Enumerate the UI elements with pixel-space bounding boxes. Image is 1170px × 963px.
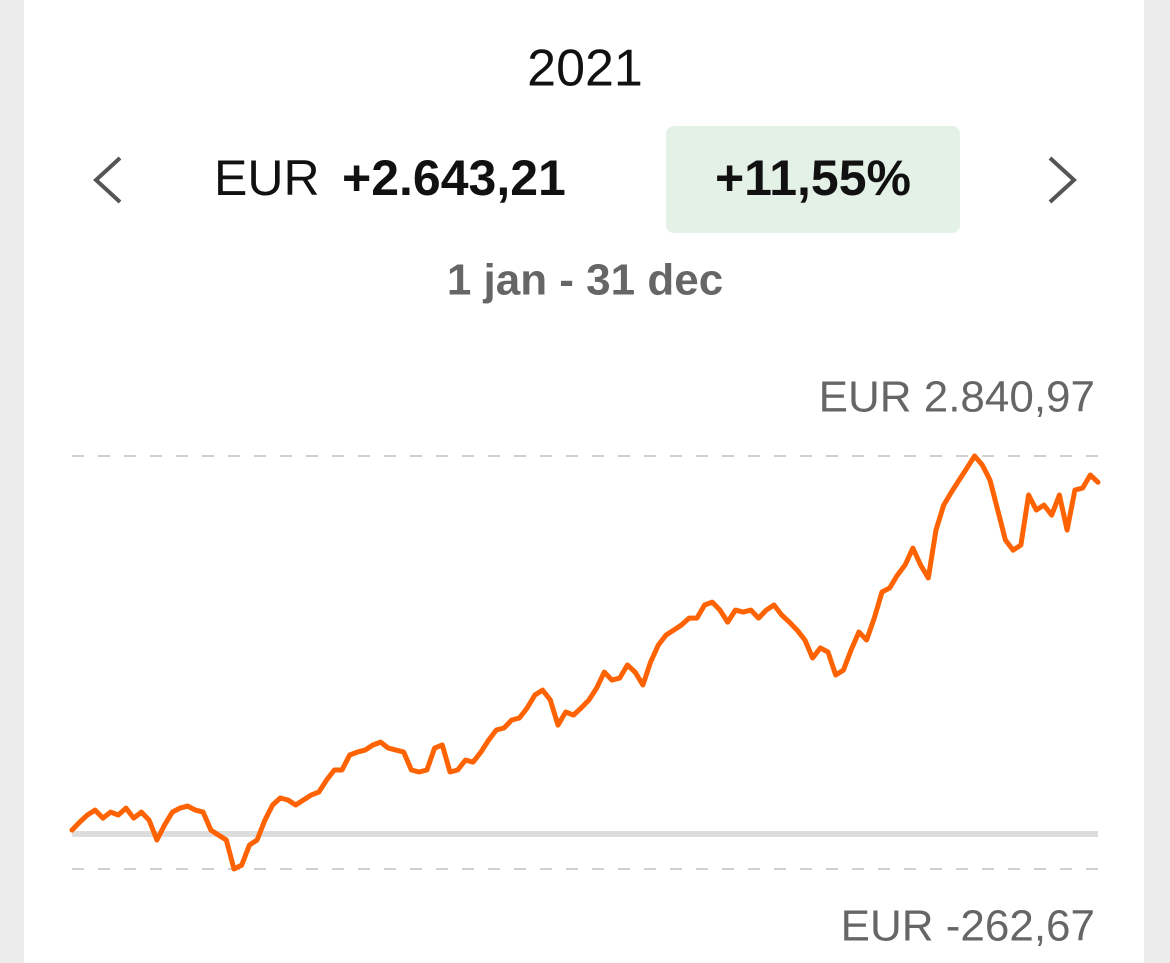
- y-tick-label: EUR 2.840,97: [819, 373, 1095, 422]
- y-tick-label: EUR -262,67: [841, 902, 1095, 951]
- amount: +2.643,21: [342, 150, 566, 206]
- next-button[interactable]: [1048, 156, 1077, 204]
- currency: EUR: [214, 150, 320, 206]
- percent-badge: [666, 126, 960, 233]
- period: 1 jan - 31 dec: [447, 256, 723, 305]
- line: [69, 453, 1101, 872]
- prev-button[interactable]: [93, 156, 122, 204]
- percent: +11,55%: [715, 150, 911, 206]
- chart: EUR -262,67 EUR 2.840,97: [69, 373, 1101, 951]
- year: 2021: [527, 40, 643, 98]
- card: [24, 0, 1144, 963]
